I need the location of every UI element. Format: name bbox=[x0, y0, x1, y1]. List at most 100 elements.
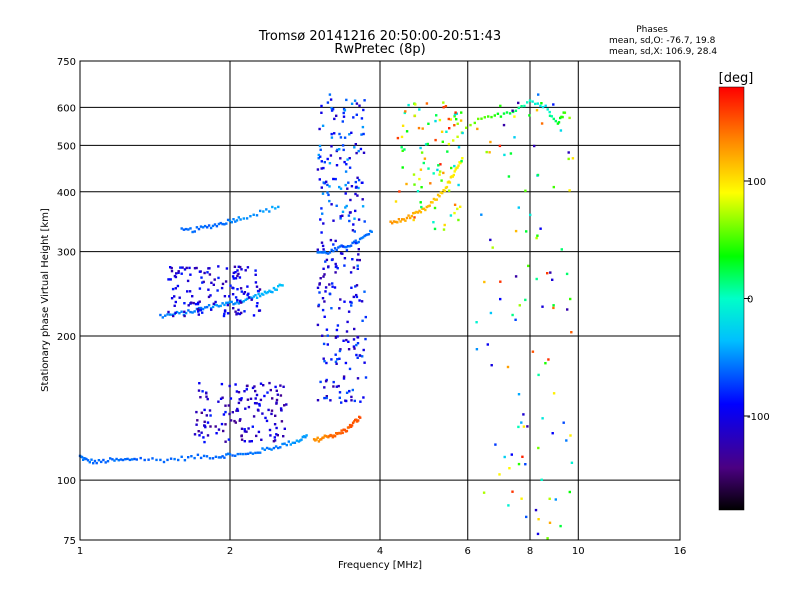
data-point bbox=[265, 208, 268, 211]
data-point bbox=[261, 412, 264, 415]
data-point bbox=[566, 308, 569, 311]
data-point bbox=[256, 289, 260, 293]
data-point bbox=[240, 438, 244, 441]
data-point bbox=[347, 426, 351, 429]
colorbar-tick-label: 100 bbox=[747, 177, 766, 188]
data-point bbox=[364, 233, 368, 237]
data-point bbox=[240, 434, 243, 437]
data-point bbox=[263, 394, 266, 398]
data-point bbox=[236, 288, 239, 291]
data-point bbox=[561, 115, 564, 119]
data-point bbox=[514, 109, 518, 112]
data-point bbox=[168, 313, 172, 316]
data-point bbox=[357, 248, 360, 251]
data-point bbox=[559, 129, 563, 132]
data-point bbox=[493, 114, 496, 117]
data-point bbox=[526, 101, 529, 104]
data-point bbox=[534, 508, 538, 512]
data-point bbox=[355, 418, 358, 421]
data-point bbox=[167, 310, 170, 314]
data-point bbox=[287, 440, 290, 443]
data-point bbox=[334, 336, 338, 339]
data-point bbox=[338, 307, 341, 310]
data-point bbox=[370, 230, 373, 233]
data-point bbox=[498, 144, 502, 148]
data-point bbox=[254, 269, 257, 272]
data-point bbox=[349, 271, 353, 274]
data-point bbox=[204, 425, 207, 429]
colorbar-ticks: 100 0 -100 bbox=[744, 177, 770, 423]
data-point bbox=[570, 461, 574, 464]
data-point bbox=[205, 395, 208, 398]
data-point bbox=[508, 112, 512, 115]
data-point bbox=[183, 310, 186, 313]
data-point bbox=[429, 182, 432, 185]
data-point bbox=[439, 191, 443, 194]
data-point bbox=[237, 216, 240, 219]
data-point bbox=[269, 388, 272, 392]
data-point bbox=[517, 101, 520, 105]
data-point bbox=[396, 136, 400, 140]
data-point bbox=[252, 295, 255, 298]
data-point bbox=[513, 115, 516, 118]
data-point bbox=[489, 140, 492, 144]
data-point bbox=[259, 382, 263, 385]
data-point bbox=[318, 127, 321, 131]
data-point bbox=[227, 438, 231, 441]
data-point bbox=[199, 396, 202, 399]
data-point bbox=[269, 434, 272, 437]
data-point bbox=[404, 219, 407, 222]
data-point bbox=[359, 416, 362, 419]
data-point bbox=[335, 328, 339, 332]
data-point bbox=[535, 236, 538, 240]
data-point bbox=[354, 209, 357, 213]
data-point bbox=[469, 123, 472, 127]
data-point bbox=[490, 364, 493, 367]
data-point bbox=[258, 288, 262, 291]
data-point bbox=[348, 367, 352, 371]
data-point bbox=[339, 298, 342, 301]
data-point bbox=[264, 416, 267, 420]
data-point bbox=[348, 157, 351, 160]
data-point bbox=[352, 116, 355, 119]
data-point bbox=[236, 269, 239, 272]
data-point bbox=[332, 177, 335, 181]
data-point bbox=[347, 214, 351, 217]
chart-title: Tromsø 20141216 20:50:00-20:51:43 bbox=[258, 29, 501, 44]
data-point bbox=[356, 241, 359, 245]
data-point bbox=[235, 300, 239, 304]
data-point bbox=[230, 221, 233, 224]
data-point bbox=[353, 399, 356, 403]
data-point bbox=[316, 323, 320, 327]
data-point bbox=[338, 396, 341, 399]
data-point bbox=[161, 316, 164, 319]
data-point bbox=[100, 460, 103, 464]
data-point bbox=[169, 278, 172, 281]
data-point bbox=[540, 478, 543, 481]
data-point bbox=[549, 271, 552, 274]
data-point bbox=[106, 460, 110, 463]
data-point bbox=[256, 302, 259, 305]
data-point bbox=[221, 396, 224, 399]
data-point bbox=[453, 164, 456, 168]
data-point bbox=[338, 245, 342, 248]
data-point bbox=[244, 452, 247, 456]
data-point bbox=[330, 107, 333, 110]
data-point bbox=[560, 248, 563, 251]
data-point bbox=[173, 304, 176, 307]
data-point bbox=[268, 447, 271, 450]
data-point bbox=[236, 452, 239, 456]
data-point bbox=[459, 119, 463, 122]
data-point bbox=[329, 154, 333, 157]
data-point bbox=[219, 456, 222, 459]
data-point bbox=[271, 290, 274, 294]
data-point bbox=[357, 218, 361, 221]
data-point bbox=[234, 454, 237, 457]
data-point bbox=[226, 452, 230, 455]
data-point bbox=[259, 398, 263, 402]
data-point bbox=[293, 441, 297, 444]
data-point bbox=[330, 203, 333, 206]
data-point bbox=[302, 435, 306, 438]
data-point bbox=[338, 148, 341, 151]
data-point bbox=[256, 408, 260, 411]
